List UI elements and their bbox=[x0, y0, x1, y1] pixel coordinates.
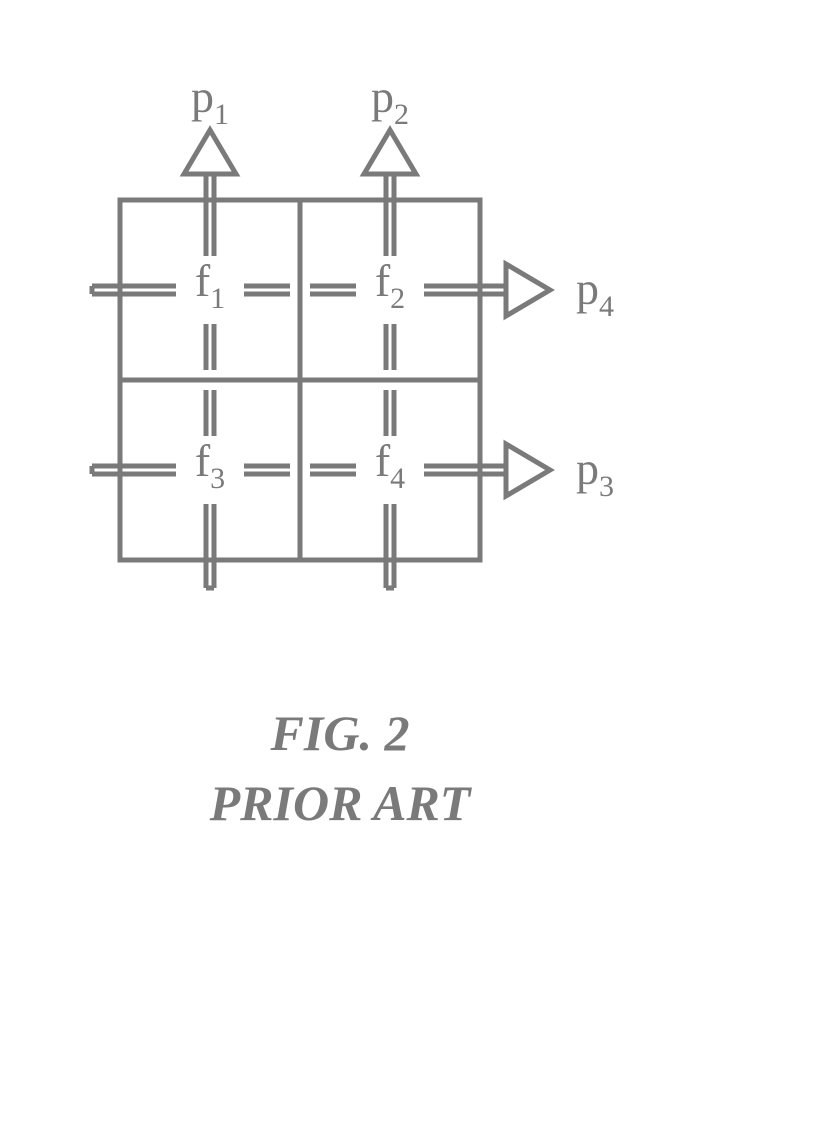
caption-line-1: FIG. 2 bbox=[270, 705, 410, 761]
output-label-p4: p4 bbox=[576, 263, 614, 323]
arrow-up-right bbox=[364, 130, 416, 174]
output-label-p1: p1 bbox=[191, 71, 229, 131]
arrow-right-bottom bbox=[506, 444, 550, 496]
cell-label-f4: f4 bbox=[375, 435, 405, 495]
output-label-p2: p2 bbox=[371, 71, 409, 131]
cell-label-f2: f2 bbox=[375, 255, 405, 315]
caption-line-2: PRIOR ART bbox=[209, 775, 473, 831]
cell-label-f3: f3 bbox=[195, 435, 225, 495]
arrow-right-top bbox=[506, 264, 550, 316]
diagram-page: f1 f2 f3 f4 p1 p2 p4 p3 FIG. 2 PRIOR ART bbox=[0, 0, 816, 1123]
arrow-up-left bbox=[184, 130, 236, 174]
output-label-p3: p3 bbox=[576, 443, 614, 503]
cell-label-f1: f1 bbox=[195, 255, 225, 315]
diagram-svg: f1 f2 f3 f4 p1 p2 p4 p3 FIG. 2 PRIOR ART bbox=[0, 0, 816, 1123]
